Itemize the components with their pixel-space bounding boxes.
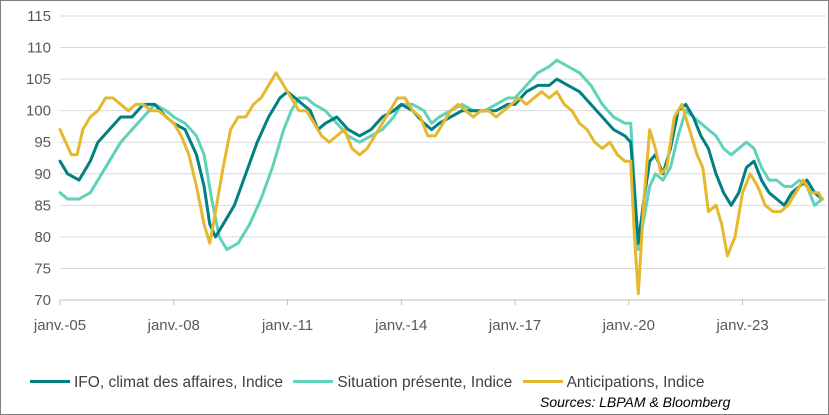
y-tick-label-90: 90	[34, 166, 51, 183]
legend-swatch-anticipations	[522, 380, 563, 384]
x-tick-label-2017: janv.-17	[488, 317, 541, 334]
legend-item-anticipations: Anticipations, Indice	[522, 374, 705, 392]
x-tick-label-2005: janv.-05	[33, 317, 86, 334]
x-tick-label-2020: janv.-20	[602, 317, 655, 334]
y-tick-label-105: 105	[26, 71, 51, 88]
y-tick-label-95: 95	[34, 134, 51, 151]
y-tick-label-75: 75	[34, 260, 51, 277]
y-tick-label-85: 85	[34, 197, 51, 214]
y-tick-label-115: 115	[27, 8, 51, 25]
x-tick-label-2011: janv.-11	[261, 317, 313, 334]
x-tick-label-2023: janv.-23	[715, 317, 768, 334]
series-line-situation	[58, 58, 824, 251]
y-tick-label-80: 80	[34, 229, 51, 246]
series-lines	[58, 58, 824, 296]
x-axis-tick-labels: janv.-05 janv.-08 janv.-11 janv.-14 janv.-17…	[33, 317, 769, 334]
legend-label-ifo: IFO, climat des affaires, Indice	[74, 374, 284, 391]
legend-item-ifo: IFO, climat des affaires, Indice	[30, 374, 283, 392]
legend-item-situation: Situation présente, Indice	[293, 374, 512, 392]
series-line-ifo	[58, 77, 824, 245]
legend-label-anticipations: Anticipations, Indice	[566, 374, 705, 391]
series-line-anticipations	[58, 71, 824, 296]
y-tick-label-110: 110	[27, 40, 51, 57]
x-axis-tick-marks	[59, 300, 744, 305]
source-note: Sources: LBPAM & Bloomberg	[540, 394, 731, 410]
legend-swatch-situation	[293, 380, 334, 384]
gridlines	[60, 15, 826, 269]
y-tick-label-70: 70	[34, 292, 51, 309]
legend-label-situation: Situation présente, Indice	[337, 374, 513, 391]
legend-swatch-ifo	[30, 380, 70, 384]
legend: IFO, climat des affaires, Indice Situati…	[30, 374, 710, 392]
x-tick-label-2008: janv.-08	[147, 317, 200, 334]
y-tick-label-100: 100	[26, 103, 51, 120]
x-tick-label-2014: janv.-14	[374, 317, 427, 334]
y-axis-tick-labels: 70 75 80 85 90 95 100 105 110 115	[26, 8, 51, 309]
